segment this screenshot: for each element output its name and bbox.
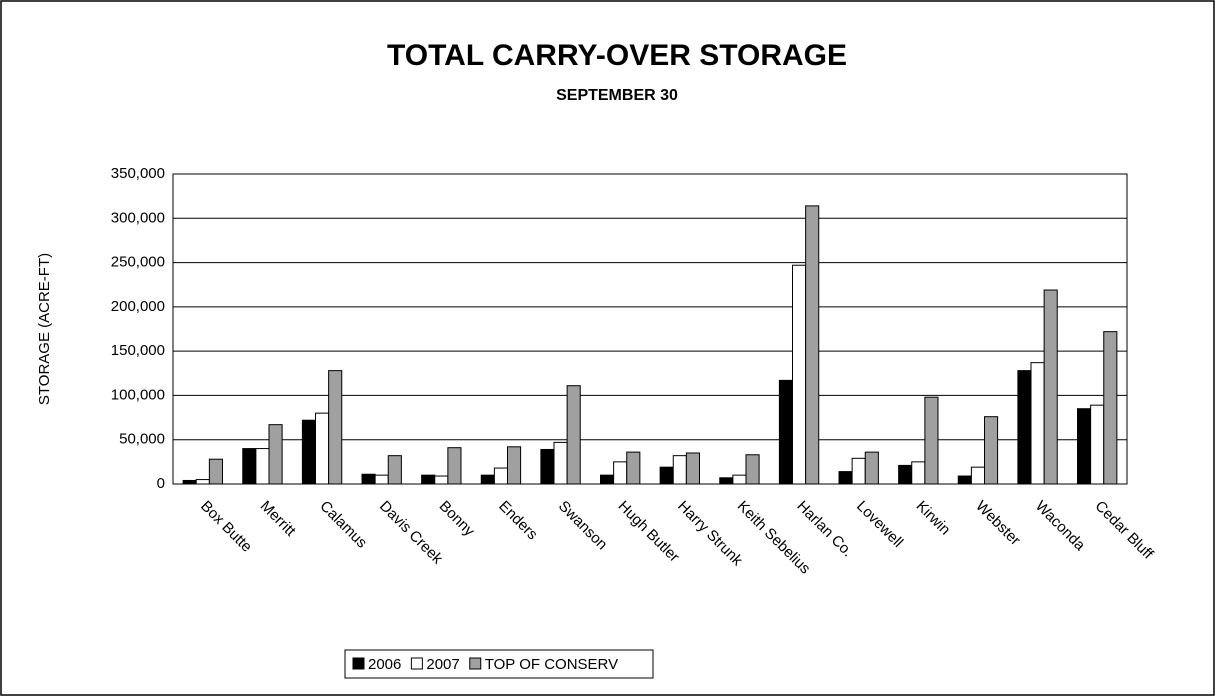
y-tick-label: 350,000	[111, 165, 165, 182]
bar	[1043, 289, 1058, 485]
bar	[1077, 408, 1092, 485]
y-tick-label: 50,000	[119, 431, 165, 448]
bar	[613, 461, 628, 485]
legend-swatch	[469, 657, 482, 670]
chart-title: TOTAL CARRY-OVER STORAGE	[387, 39, 847, 72]
legend-label: TOP OF CONSERV	[485, 656, 618, 673]
bar	[719, 477, 734, 485]
bar	[328, 370, 343, 485]
y-tick-label: 250,000	[111, 254, 165, 271]
legend-label: 2006	[368, 656, 401, 673]
bar	[434, 475, 449, 485]
bar	[983, 416, 999, 485]
bar	[566, 385, 581, 485]
y-tick-label: 200,000	[111, 298, 165, 315]
bar	[659, 466, 674, 485]
bar	[778, 379, 794, 485]
bar	[1103, 331, 1118, 485]
bar	[387, 455, 402, 485]
bar	[553, 441, 568, 485]
y-axis-label: STORAGE (ACRE-FT)	[36, 253, 53, 405]
bar	[301, 419, 317, 485]
bar	[480, 474, 495, 485]
bar	[970, 466, 985, 485]
y-tick-label: 0	[157, 475, 165, 492]
bar	[447, 447, 462, 485]
bar	[745, 454, 760, 485]
bar	[506, 446, 522, 485]
bar	[1030, 362, 1045, 485]
bar	[626, 451, 641, 485]
bar	[792, 264, 807, 485]
bar	[957, 475, 972, 485]
legend-swatch	[410, 657, 423, 670]
bar	[540, 448, 555, 485]
legend-box	[344, 649, 654, 679]
bar	[600, 474, 615, 485]
y-tick-label: 150,000	[111, 342, 165, 359]
bar	[268, 424, 283, 485]
plot-frame	[172, 173, 1128, 485]
chart-subtitle: SEPTEMBER 30	[556, 87, 678, 104]
bar	[924, 396, 939, 485]
bar	[805, 205, 820, 485]
bar	[361, 473, 376, 485]
y-tick-label: 100,000	[111, 386, 165, 403]
bar	[851, 457, 866, 485]
legend-label: 2007	[426, 656, 459, 673]
bar	[911, 461, 926, 485]
bar	[195, 479, 210, 485]
bar	[838, 471, 853, 485]
bar	[182, 479, 197, 485]
bar	[315, 412, 330, 485]
bar	[374, 474, 389, 485]
bar	[242, 448, 257, 485]
bar	[898, 464, 913, 485]
bar	[672, 455, 687, 485]
bar	[421, 474, 436, 485]
bar	[1017, 370, 1032, 485]
bar	[255, 448, 270, 485]
y-tick-label: 300,000	[111, 209, 165, 226]
legend-swatch	[352, 657, 365, 670]
bar	[493, 467, 508, 485]
bar	[1090, 404, 1105, 485]
bar	[685, 452, 700, 485]
bar	[732, 474, 747, 485]
bar	[208, 458, 223, 485]
bar	[864, 451, 879, 485]
